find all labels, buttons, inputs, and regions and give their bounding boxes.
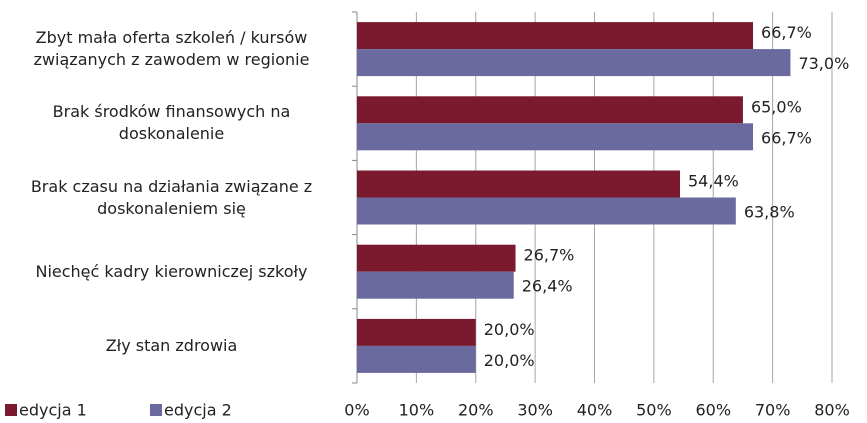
value-label: 54,4% bbox=[688, 172, 739, 191]
bar bbox=[357, 123, 754, 151]
category-label: Zły stan zdrowia bbox=[105, 335, 238, 355]
x-tick-label: 10% bbox=[399, 401, 435, 420]
value-label: 26,7% bbox=[524, 246, 575, 265]
bar bbox=[357, 170, 680, 198]
bar bbox=[357, 244, 516, 272]
x-tick-label: 80% bbox=[814, 401, 850, 420]
value-label: 20,0% bbox=[484, 351, 535, 370]
value-label: 20,0% bbox=[484, 320, 535, 339]
x-tick-label: 70% bbox=[755, 401, 791, 420]
x-tick-label: 0% bbox=[344, 401, 369, 420]
category-label: Brak czasu na działania związane z dosko… bbox=[30, 176, 313, 218]
category-label: Niechęć kadry kierowniczej szkoły bbox=[35, 261, 308, 281]
bar bbox=[357, 49, 791, 77]
legend-label: edycja 1 bbox=[19, 401, 87, 420]
x-tick-label: 30% bbox=[517, 401, 553, 420]
bar bbox=[357, 22, 754, 50]
bar bbox=[357, 318, 476, 346]
legend-swatch bbox=[150, 404, 162, 416]
bar bbox=[357, 197, 736, 225]
bar bbox=[357, 345, 476, 373]
x-tick-label: 20% bbox=[458, 401, 494, 420]
x-tick-label: 60% bbox=[695, 401, 731, 420]
legend-label: edycja 2 bbox=[164, 401, 232, 420]
x-tick-label: 40% bbox=[577, 401, 613, 420]
value-label: 66,7% bbox=[761, 23, 812, 42]
value-label: 26,4% bbox=[522, 277, 573, 296]
value-label: 63,8% bbox=[744, 203, 795, 222]
bar bbox=[357, 96, 743, 124]
bar bbox=[357, 271, 514, 299]
x-tick-label: 50% bbox=[636, 401, 672, 420]
value-label: 66,7% bbox=[761, 128, 812, 147]
value-label: 65,0% bbox=[751, 97, 802, 116]
category-label: Brak środków finansowych na doskonalenie bbox=[52, 102, 291, 144]
legend-swatch bbox=[5, 404, 17, 416]
category-label: Zbyt mała oferta szkoleń / kursów związa… bbox=[33, 28, 310, 70]
value-label: 73,0% bbox=[798, 54, 849, 73]
